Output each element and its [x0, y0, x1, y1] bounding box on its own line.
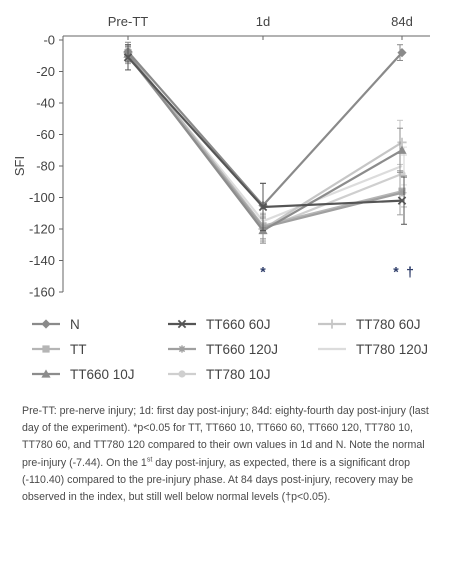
legend-label: TT660 10J — [70, 367, 135, 382]
series-tt780-10j — [124, 45, 407, 243]
data-point — [397, 196, 407, 205]
y-tick-label: -20 — [36, 64, 55, 79]
data-point — [177, 319, 187, 329]
data-point — [258, 202, 268, 212]
legend-item: TT780 60J — [318, 317, 421, 332]
legend-item: TT660 120J — [168, 342, 278, 357]
data-point — [42, 345, 50, 353]
legend-label: TT — [70, 342, 87, 357]
data-point — [327, 319, 337, 329]
legend-label: TT660 120J — [206, 342, 278, 357]
significance-marker: † — [406, 264, 414, 280]
y-tick-label: -140 — [29, 253, 55, 268]
data-point — [123, 53, 133, 62]
legend-item: TT660 10J — [32, 367, 135, 382]
legend-item: TT — [32, 342, 87, 357]
caption-line: observed in the index, but still well be… — [22, 491, 331, 504]
significance-marker: * — [260, 264, 266, 280]
legend-label: N — [70, 317, 80, 332]
legend-item: TT780 120J — [318, 342, 428, 357]
y-tick-label: -60 — [36, 127, 55, 142]
series-tt660-120j — [124, 47, 406, 241]
x-tick-label: 1d — [256, 14, 270, 29]
x-tick-label: Pre-TT — [108, 14, 149, 29]
caption-text: day post-injury, as expected, there is a… — [152, 456, 411, 469]
legend-item: TT660 60J — [168, 317, 271, 332]
series-tt780-60j — [123, 44, 407, 243]
legend-item: N — [32, 317, 80, 332]
legend-label: TT780 60J — [356, 317, 421, 332]
y-tick-label: -100 — [29, 190, 55, 205]
legend-label: TT780 10J — [206, 367, 271, 382]
y-tick-label: -0 — [43, 33, 55, 48]
caption-superscript: st — [146, 456, 153, 464]
legend-item: TT780 10J — [168, 367, 271, 382]
chart-legend: N TT TT660 10J TT660 60J TT660 120J TT780 10J… — [32, 317, 428, 382]
y-tick-label: -160 — [29, 285, 55, 300]
legend-label: TT660 60J — [206, 317, 271, 332]
y-tick-label: -80 — [36, 159, 55, 174]
data-point — [397, 48, 407, 58]
significance-marker: * — [393, 264, 399, 280]
figure-caption: Pre-TT: pre-nerve injury; 1d: first day … — [22, 403, 462, 506]
data-point — [397, 137, 407, 147]
sfi-line-chart: -0 -20 -40 -60 -80 -100 -120 -140 -160 Pre-TT 1d 84… — [12, 14, 430, 382]
data-point — [41, 319, 51, 329]
data-point — [398, 189, 406, 197]
series-line — [127, 56, 403, 209]
y-tick-label: -120 — [29, 222, 55, 237]
series-tt660-60j — [123, 44, 407, 232]
caption-line: TT780 60, and TT780 120 compared to thei… — [22, 439, 425, 452]
chart-annotations: * * † — [260, 264, 414, 280]
data-point — [41, 369, 51, 378]
caption-line: (-110.40) compared to the pre-injury pha… — [22, 473, 414, 486]
caption-text: pre-injury (-7.44). On the 1 — [22, 456, 147, 469]
y-axis-label: SFI — [12, 156, 27, 176]
y-tick-label: -40 — [36, 96, 55, 111]
chart-axes: -0 -20 -40 -60 -80 -100 -120 -140 -160 Pre-TT 1d 84… — [12, 14, 430, 300]
data-point — [397, 145, 407, 154]
x-tick-label: 84d — [391, 14, 413, 29]
data-point — [178, 345, 186, 353]
caption-line: day of the experiment). *p<0.05 for TT, … — [22, 422, 413, 435]
series-line — [127, 51, 403, 228]
chart-series — [123, 41, 407, 244]
series-line — [127, 53, 403, 223]
data-point — [178, 370, 186, 378]
caption-line: pre-injury (-7.44). On the 1st day post-… — [22, 455, 462, 472]
caption-line: Pre-TT: pre-nerve injury; 1d: first day … — [22, 405, 429, 417]
legend-label: TT780 120J — [356, 342, 428, 357]
data-point — [398, 170, 406, 178]
